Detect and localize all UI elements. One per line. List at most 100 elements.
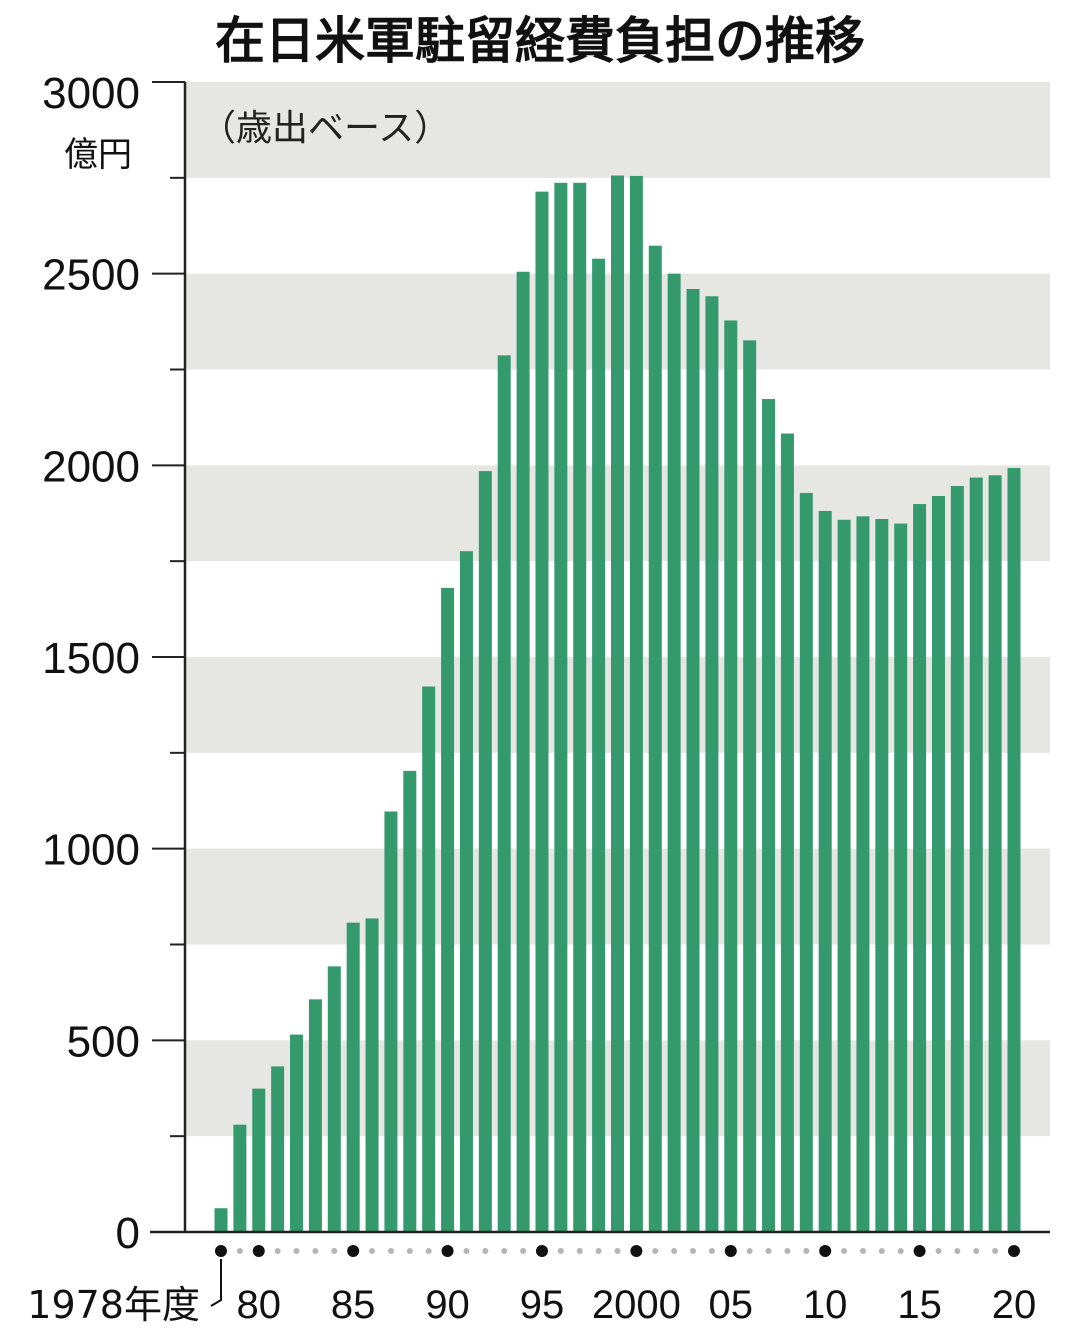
y-tick-label: 2000 <box>42 442 140 491</box>
x-minor-dot <box>463 1248 470 1254</box>
x-major-dot <box>347 1245 360 1257</box>
bar-1984 <box>327 966 341 1232</box>
y-tick-label: 0 <box>116 1209 140 1258</box>
bar-1982 <box>290 1034 304 1232</box>
y-tick-label: 1500 <box>42 634 140 683</box>
x-minor-dot <box>425 1248 432 1254</box>
axis-labels: 0 500 1000 1500 2000 2500 3000 1978年度 80 85 90 95 20… <box>27 69 1036 1327</box>
bar-1988 <box>403 770 417 1232</box>
chart-title: 在日米軍駐留経費負担の推移 <box>215 12 865 70</box>
x-tick-label: 2000 <box>592 1283 681 1327</box>
x-minor-dot <box>708 1248 715 1254</box>
x-tick-label: 15 <box>897 1283 942 1327</box>
x-tick-label: 90 <box>425 1283 470 1327</box>
x-minor-dot <box>614 1248 621 1254</box>
x-tick-label: 95 <box>520 1283 565 1327</box>
bar-2012 <box>856 516 870 1232</box>
grid-band <box>185 82 1050 178</box>
x-minor-dot <box>859 1248 866 1254</box>
x-minor-dot <box>652 1248 659 1254</box>
bar-1986 <box>365 918 379 1232</box>
bar-1978 <box>214 1208 228 1232</box>
bar-2004 <box>705 296 719 1232</box>
chart-subtitle: （歳出ベース） <box>200 108 450 149</box>
x-minor-dot <box>406 1248 413 1254</box>
bar-1993 <box>497 355 511 1232</box>
x-minor-dot <box>369 1248 376 1254</box>
x-minor-dot <box>784 1248 791 1254</box>
x-minor-dot <box>331 1248 338 1254</box>
bar-1979 <box>233 1124 247 1232</box>
bar-2001 <box>648 245 662 1232</box>
x-major-dot <box>252 1245 265 1257</box>
bar-1991 <box>459 551 473 1232</box>
x-minor-dot <box>274 1248 281 1254</box>
bar-1999 <box>611 175 624 1232</box>
x-minor-dot <box>897 1248 904 1254</box>
bar-2007 <box>762 399 776 1232</box>
x-major-dot <box>724 1245 737 1257</box>
x-minor-dot <box>690 1248 697 1254</box>
bar-2013 <box>875 519 889 1232</box>
x-minor-dot <box>992 1248 999 1254</box>
y-tick-label: 3000 <box>42 69 140 118</box>
bar-1980 <box>252 1088 266 1232</box>
x-minor-dot <box>935 1248 942 1254</box>
x-minor-dot <box>482 1248 489 1254</box>
y-unit-label: 億円 <box>64 135 132 175</box>
first-year-label: 1978年度 <box>27 1283 200 1327</box>
x-minor-dot <box>973 1248 980 1254</box>
x-major-dot <box>535 1245 548 1257</box>
x-minor-dot <box>312 1248 319 1254</box>
bar-1981 <box>271 1066 285 1232</box>
bar-1990 <box>441 588 455 1232</box>
x-minor-dot <box>293 1248 300 1254</box>
x-minor-dot <box>576 1248 583 1254</box>
x-minor-dot <box>671 1248 678 1254</box>
bar-2000 <box>629 175 643 1232</box>
x-tick-label: 10 <box>803 1283 848 1327</box>
bar-2019 <box>988 475 1002 1232</box>
bars <box>214 175 1021 1233</box>
bar-2008 <box>780 433 794 1232</box>
bar-2015 <box>913 504 927 1232</box>
y-tick-label: 500 <box>67 1017 140 1066</box>
x-major-dot <box>1008 1245 1020 1257</box>
bar-2016 <box>931 496 945 1232</box>
bar-1996 <box>554 182 568 1232</box>
x-minor-dot <box>803 1248 810 1254</box>
x-tick-label: 85 <box>331 1283 376 1327</box>
x-major-dot <box>913 1245 926 1257</box>
bar-1989 <box>422 686 436 1232</box>
x-minor-dot <box>765 1248 772 1254</box>
x-minor-dot <box>557 1248 564 1254</box>
x-minor-dot <box>954 1248 961 1254</box>
x-minor-dot <box>595 1248 602 1254</box>
bar-1992 <box>478 471 492 1233</box>
bar-1994 <box>516 271 530 1232</box>
bar-1983 <box>308 999 322 1232</box>
x-minor-dot <box>841 1248 848 1254</box>
x-tick-label: 05 <box>709 1283 754 1327</box>
bar-2017 <box>950 486 964 1232</box>
bar-1998 <box>592 258 606 1233</box>
bar-1997 <box>573 182 587 1232</box>
bar-2020 <box>1007 468 1021 1232</box>
bar-2006 <box>743 340 757 1232</box>
bar-2014 <box>894 523 908 1232</box>
bar-2009 <box>799 492 813 1232</box>
x-tick-label: 80 <box>237 1283 282 1327</box>
bar-2011 <box>837 519 851 1232</box>
bar-2003 <box>686 289 700 1232</box>
axes <box>150 81 1050 1257</box>
y-tick-label: 2500 <box>42 251 140 300</box>
bar-1995 <box>535 191 549 1232</box>
x-minor-dot <box>878 1248 885 1254</box>
x-major-dot <box>819 1245 832 1257</box>
x-minor-dot <box>746 1248 753 1254</box>
x-major-dot <box>630 1245 643 1257</box>
y-tick-label: 1000 <box>42 826 140 875</box>
x-minor-dot <box>520 1248 527 1254</box>
x-minor-dot <box>387 1248 394 1254</box>
